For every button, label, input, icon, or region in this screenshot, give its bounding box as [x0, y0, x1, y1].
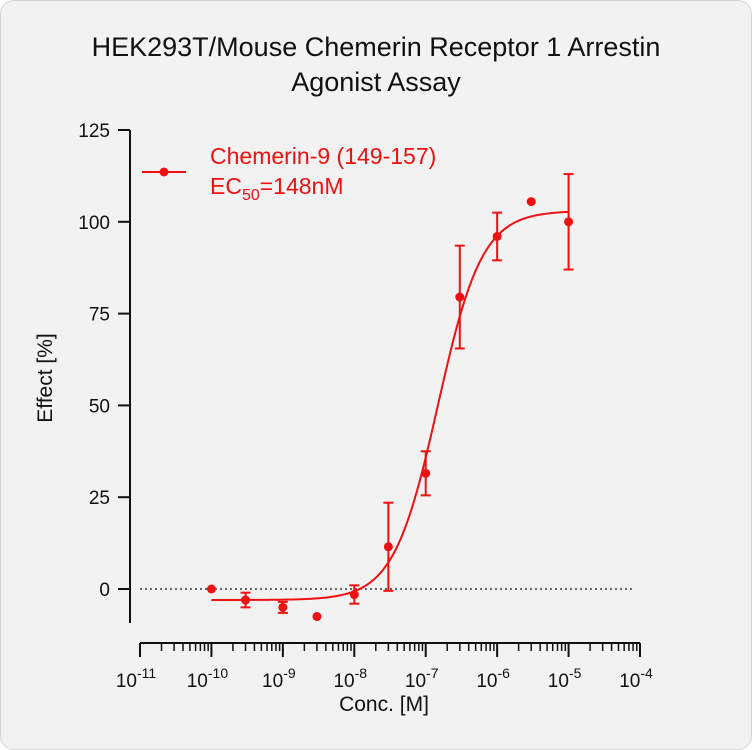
data-point: [421, 468, 431, 478]
legend-ec50-label: EC50=148nM: [210, 173, 344, 204]
x-tick-label: 10-11: [116, 665, 157, 692]
x-tick-label-base: 10: [262, 671, 283, 692]
legend-series-name: Chemerin-9 (149-157): [210, 143, 436, 169]
data-point: [492, 231, 502, 241]
x-tick-label-base: 10: [619, 671, 640, 692]
x-tick-label-exponent: -10: [208, 665, 228, 681]
legend-marker-swatch: [159, 167, 169, 177]
x-tick-label-base: 10: [333, 671, 354, 692]
data-point: [241, 595, 251, 605]
x-tick-label-base: 10: [187, 671, 208, 692]
axes: [129, 130, 640, 644]
x-tick-label: 10-7: [405, 665, 439, 692]
data-point: [312, 612, 322, 622]
x-tick-label: 10-9: [262, 665, 296, 692]
x-tick-label: 10-5: [548, 665, 582, 692]
chart-title-line-1: HEK293T/Mouse Chemerin Receptor 1 Arrest…: [91, 32, 661, 62]
x-tick-label-exponent: -8: [355, 665, 368, 681]
legend-ec50-subscript: 50: [242, 187, 260, 204]
data-point: [455, 292, 465, 302]
x-tick-label-exponent: -9: [283, 665, 296, 681]
fit-curve: [211, 210, 569, 601]
x-tick-label: 10-6: [476, 665, 510, 692]
x-tick-label: 10-4: [619, 665, 653, 692]
x-tick-label-exponent: -11: [137, 665, 156, 681]
data-point: [278, 602, 288, 612]
chart-title: HEK293T/Mouse Chemerin Receptor 1 Arrest…: [0, 30, 752, 100]
y-tick-label: 25: [89, 488, 110, 509]
y-tick-label: 50: [89, 396, 110, 417]
x-tick-label-exponent: -6: [497, 665, 510, 681]
chart-title-line-2: Agonist Assay: [291, 67, 461, 97]
x-tick-label-base: 10: [405, 671, 426, 692]
x-tick-label-exponent: -4: [640, 665, 653, 681]
x-tick-label-exponent: -7: [426, 665, 439, 681]
data-point: [526, 197, 536, 207]
y-tick-label: 0: [99, 580, 110, 601]
x-tick-label-base: 10: [476, 671, 497, 692]
y-tick-label: 75: [89, 305, 110, 326]
data-point: [383, 542, 393, 552]
x-axis-title: Conc. [M]: [339, 693, 429, 716]
x-tick-label-exponent: -5: [569, 665, 582, 681]
x-tick-label-base: 10: [548, 671, 569, 692]
x-tick-label: 10-10: [187, 665, 229, 692]
y-tick-label: 100: [78, 213, 110, 234]
data-point: [206, 584, 216, 594]
legend: Chemerin-9 (149-157) EC50=148nM: [142, 143, 436, 204]
data-point: [564, 217, 574, 227]
y-tick-label: 125: [78, 121, 110, 142]
legend-ec50-prefix: EC: [210, 173, 242, 199]
legend-ec50-suffix: =148nM: [260, 173, 344, 199]
x-tick-label-base: 10: [116, 671, 137, 692]
x-ticks: 10-11 10-10 10-9 10-8 10-7 10-6 10-5 10-4: [116, 643, 653, 692]
y-axis-title: Effect [%]: [34, 333, 57, 423]
data-point: [349, 590, 359, 600]
y-ticks: 0 25 50 75 100 125: [78, 121, 130, 601]
x-tick-label: 10-8: [333, 665, 367, 692]
series-group: [206, 173, 574, 622]
